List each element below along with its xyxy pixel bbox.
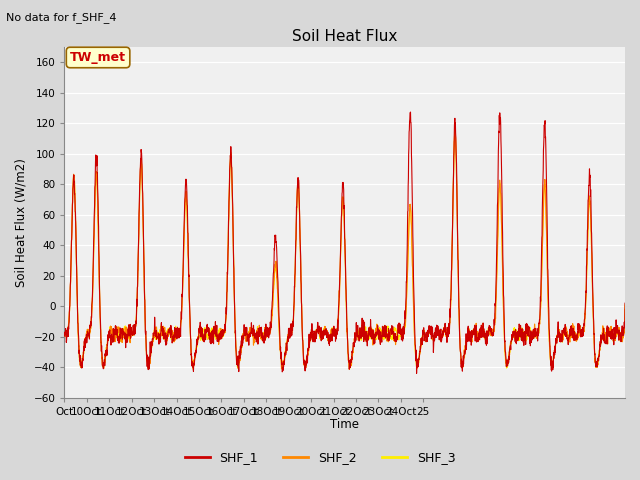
SHF_1 (122, 331, 130, 336)
SHF_2 (104, 336, 111, 342)
SHF_2 (122, 326, 130, 332)
SHF_3 (122, 331, 130, 336)
Text: TW_met: TW_met (70, 51, 126, 64)
Line: SHF_1: SHF_1 (65, 112, 625, 373)
SHF_1 (315, 325, 323, 331)
SHF_1 (406, 109, 414, 115)
SHF_2 (61, 332, 68, 337)
Line: SHF_2: SHF_2 (65, 129, 625, 370)
SHF_2 (315, 329, 323, 335)
SHF_3 (104, 336, 111, 342)
SHF_1 (76, 358, 84, 364)
X-axis label: Time: Time (330, 419, 359, 432)
SHF_2 (451, 126, 459, 132)
SHF_1 (138, 150, 145, 156)
SHF_2 (536, 318, 543, 324)
Text: No data for f_SHF_4: No data for f_SHF_4 (6, 12, 117, 23)
Title: Soil Heat Flux: Soil Heat Flux (292, 29, 397, 44)
SHF_2 (621, 307, 629, 312)
SHF_1 (413, 371, 420, 376)
SHF_1 (621, 300, 629, 306)
Line: SHF_3: SHF_3 (65, 132, 625, 369)
SHF_2 (548, 367, 556, 372)
SHF_3 (548, 366, 556, 372)
SHF_2 (138, 160, 145, 166)
SHF_3 (451, 129, 459, 135)
SHF_2 (76, 357, 84, 362)
Y-axis label: Soil Heat Flux (W/m2): Soil Heat Flux (W/m2) (15, 158, 28, 287)
Legend: SHF_1, SHF_2, SHF_3: SHF_1, SHF_2, SHF_3 (180, 446, 460, 469)
SHF_3 (621, 302, 629, 308)
SHF_1 (61, 333, 68, 339)
SHF_3 (61, 329, 68, 335)
SHF_3 (76, 360, 84, 365)
SHF_3 (315, 330, 323, 336)
SHF_3 (536, 322, 543, 327)
SHF_1 (104, 339, 111, 345)
SHF_1 (536, 317, 543, 323)
SHF_3 (138, 165, 145, 170)
